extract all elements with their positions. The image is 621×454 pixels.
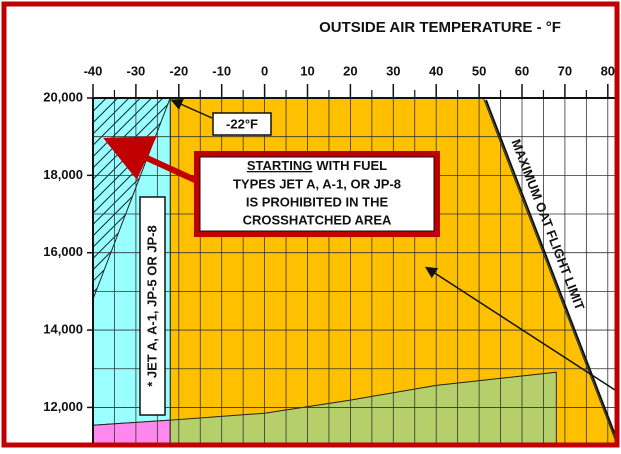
limit-arrow xyxy=(424,266,616,391)
x-tick-label: 0 xyxy=(261,63,268,78)
x-tick-label: -20 xyxy=(169,63,188,78)
x-tick-label: 10 xyxy=(300,63,314,78)
y-tick-label: 14,000 xyxy=(43,322,83,337)
callout-emphasis: STARTING xyxy=(247,158,312,173)
y-tick-label: 16,000 xyxy=(43,244,83,259)
x-tick-label: 50 xyxy=(472,63,486,78)
callout-line: IS PROHIBITED IN THE xyxy=(246,194,389,209)
x-tick-label: 30 xyxy=(386,63,400,78)
limit-line xyxy=(485,99,618,441)
axes: -40 -30 -20 -10 0 10 20 30 40 50 60 70 80 12,000 14,00… xyxy=(43,63,617,443)
x-tick-label: 40 xyxy=(429,63,443,78)
x-tick-label: 70 xyxy=(558,63,572,78)
x-tick-label: 60 xyxy=(515,63,529,78)
callout-line: STARTING WITH FUEL xyxy=(247,158,387,173)
callout-line: CROSSHATCHED AREA xyxy=(243,212,392,227)
y-tick-label: 18,000 xyxy=(43,167,83,182)
fuel-note: * JET A, A-1, JP-5 OR JP-8 xyxy=(144,225,159,387)
callout-line: TYPES JET A, A-1, OR JP-8 xyxy=(233,176,401,191)
temp-box xyxy=(212,112,272,136)
temp-mark: -22°F xyxy=(226,116,258,131)
x-tick-label: -40 xyxy=(84,63,103,78)
chart-title: OUTSIDE AIR TEMPERATURE - °F xyxy=(319,19,561,36)
callout-box xyxy=(199,156,435,232)
temp-arrow xyxy=(170,98,213,119)
x-tick-label: -30 xyxy=(127,63,146,78)
note-box xyxy=(139,196,166,416)
y-tick-label: 20,000 xyxy=(43,89,83,104)
x-tick-label: -10 xyxy=(212,63,231,78)
x-tick-label: 80 xyxy=(601,63,615,78)
callout-arrow xyxy=(103,136,197,183)
x-tick-label: 20 xyxy=(343,63,357,78)
callout-text: WITH FUEL xyxy=(316,158,387,173)
regions xyxy=(93,98,615,443)
y-tick-label: 12,000 xyxy=(43,399,83,414)
